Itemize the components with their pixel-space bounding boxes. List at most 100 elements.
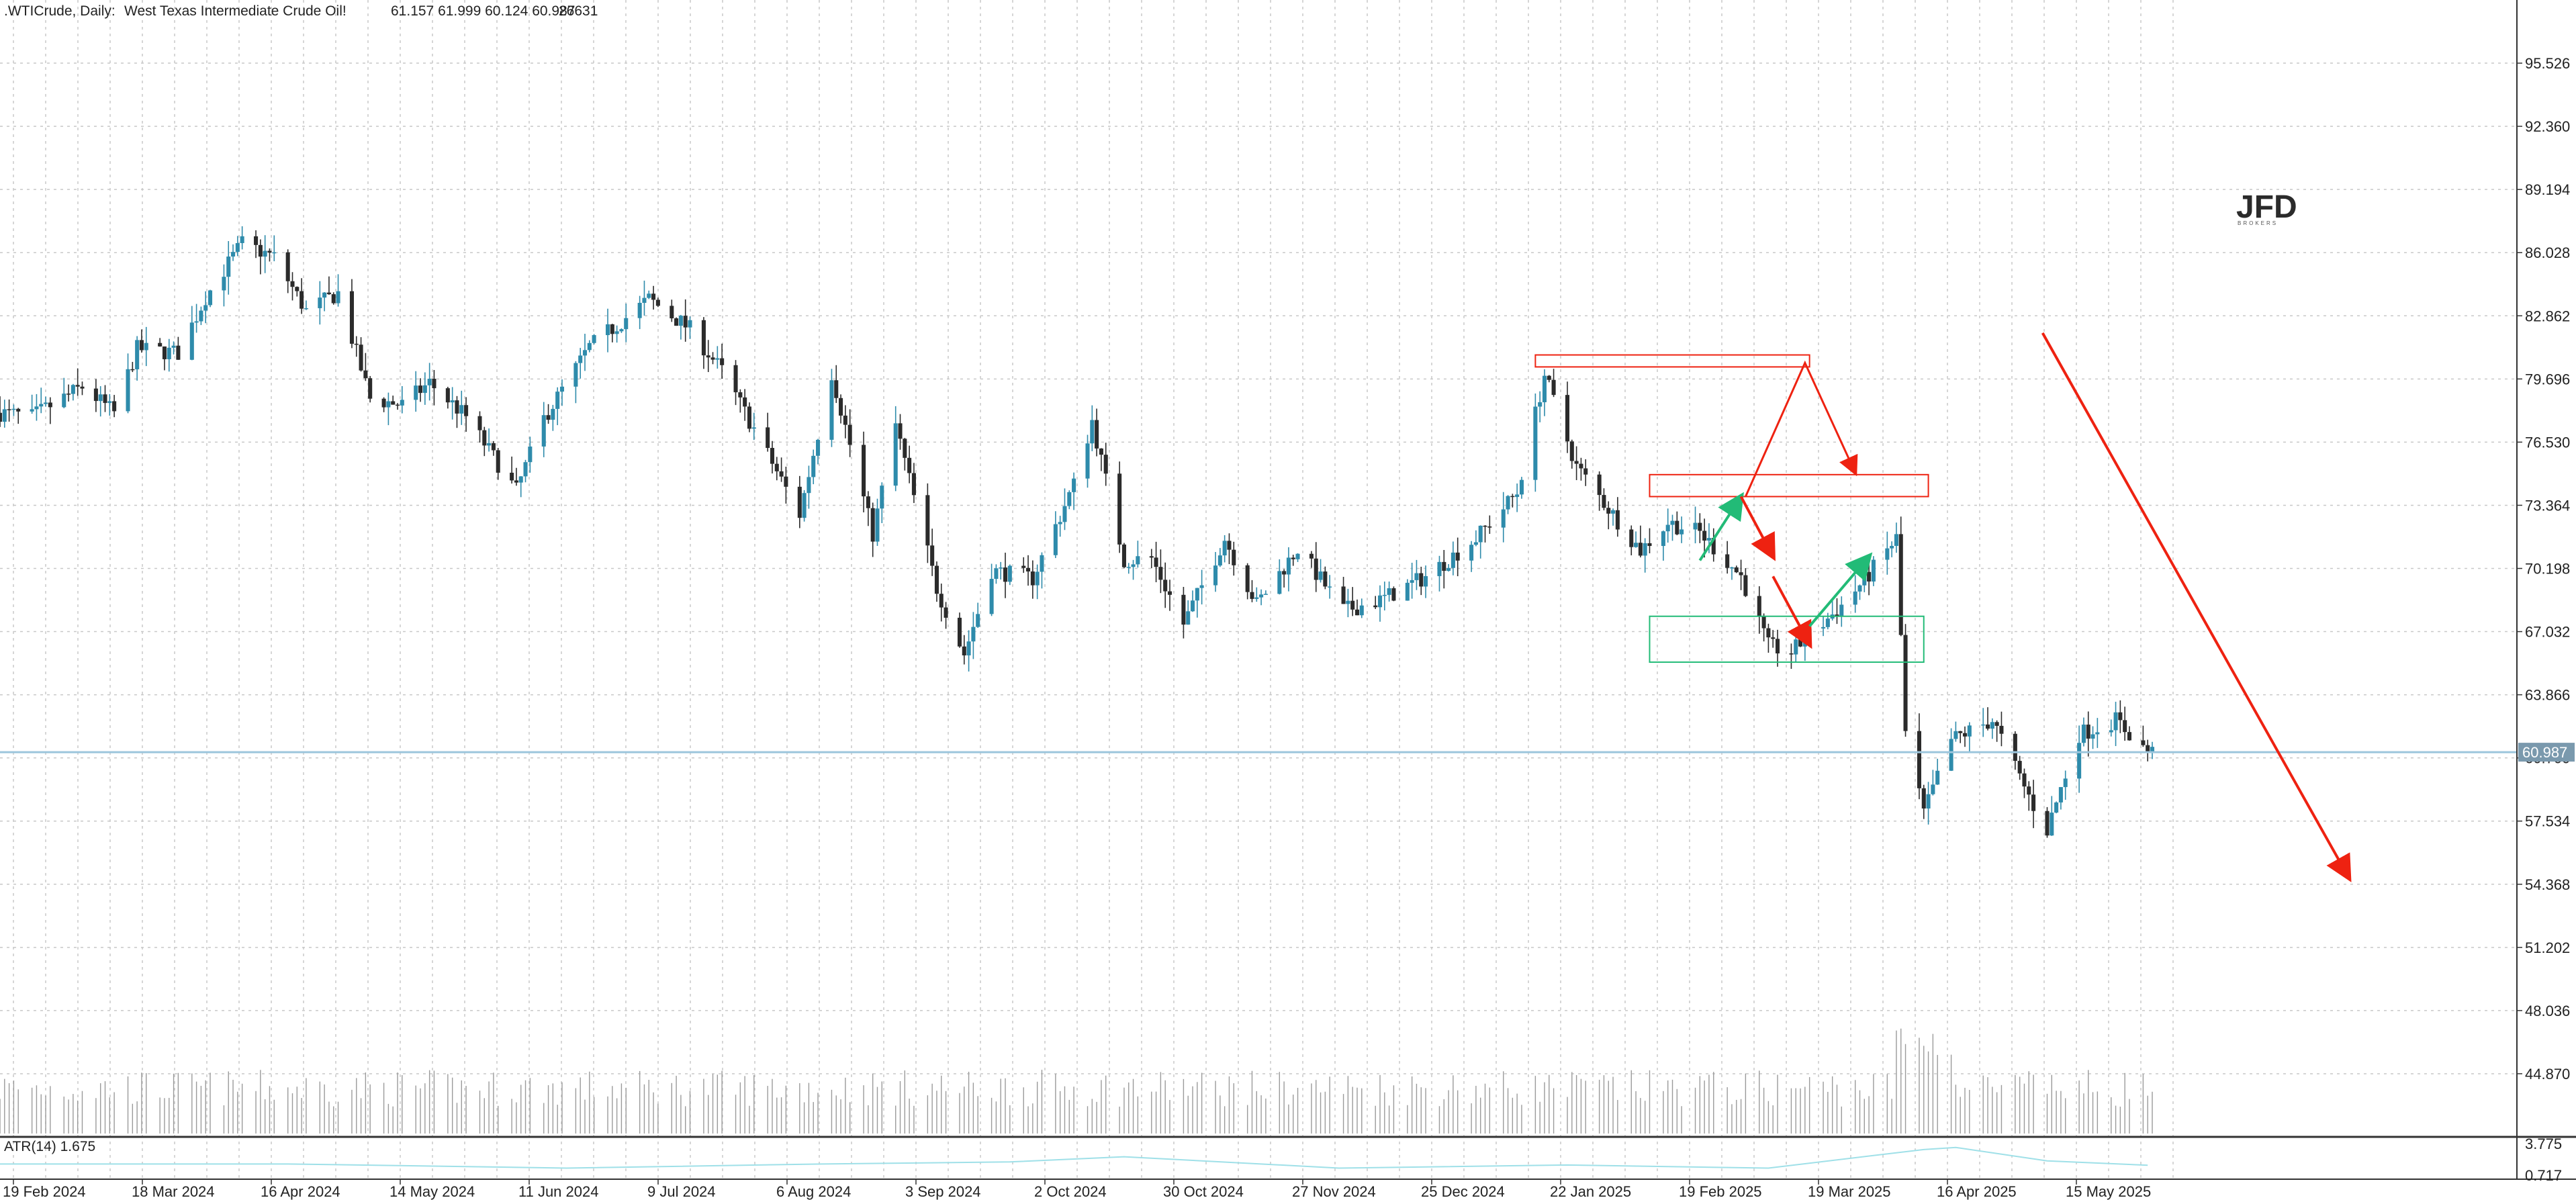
candle-body: [898, 423, 903, 439]
candle-body: [1981, 724, 1986, 726]
time-tick-label: 2 Oct 2024: [1034, 1183, 1107, 1200]
price-tick-label: 95.526: [2525, 55, 2570, 72]
candle-body: [1569, 441, 1574, 461]
candle-body: [939, 594, 944, 608]
time-tick-label: 9 Jul 2024: [647, 1183, 716, 1200]
candle-body: [1232, 549, 1236, 565]
candle-body: [957, 617, 962, 647]
candle-body: [2127, 732, 2132, 741]
candle-body: [1286, 557, 1291, 575]
candle-body: [162, 346, 167, 359]
candle-body: [112, 401, 117, 412]
candle-body: [199, 310, 203, 322]
candle-body: [642, 297, 647, 303]
candle-body: [1739, 572, 1743, 575]
candle-body: [459, 405, 464, 414]
candle-body: [1761, 616, 1766, 629]
trend-annotations[interactable]: [1534, 332, 2352, 882]
atr-line: [0, 1146, 2148, 1169]
candle-body: [710, 357, 715, 360]
candle-body: [573, 363, 578, 387]
candle-body: [582, 350, 588, 356]
candle-body: [2027, 786, 2031, 795]
candle-body: [263, 250, 267, 257]
jfd-logo: JFD BROKERS: [2236, 189, 2297, 226]
candle-body: [359, 344, 363, 371]
green-arrow-up: [1808, 552, 1873, 627]
candle-body: [450, 400, 455, 403]
red-resistance-box: [1534, 354, 1810, 368]
candle-body: [226, 257, 231, 277]
candle-body: [295, 287, 300, 291]
candle-body: [930, 545, 935, 566]
candle-body: [866, 496, 870, 508]
price-tick-label: 89.194: [2525, 181, 2570, 198]
candle-body: [1597, 474, 1602, 496]
candle-body: [1885, 548, 1890, 560]
candle-body: [1469, 545, 1474, 561]
candle-body: [1199, 585, 1204, 588]
candle-body: [678, 316, 683, 326]
candle-body: [1629, 529, 1634, 547]
candle-body: [1962, 733, 1968, 737]
time-tick-label: 18 Mar 2024: [132, 1183, 215, 1200]
candle-body: [1867, 571, 1872, 582]
candle-body: [1003, 567, 1008, 582]
candle-body: [1802, 642, 1807, 647]
candle-body: [1259, 594, 1264, 598]
candle-body: [1414, 573, 1419, 580]
candle-body: [811, 455, 816, 477]
candle-body: [386, 401, 391, 408]
candle-body: [103, 394, 107, 404]
time-tick-label: 27 Nov 2024: [1292, 1183, 1376, 1200]
candle-body: [203, 305, 208, 311]
atr-tick-label: 0.717: [2525, 1167, 2562, 1184]
candle-body: [1926, 794, 1931, 809]
candle-body: [1021, 565, 1026, 568]
candle-body: [670, 306, 674, 319]
candle-body: [688, 320, 692, 328]
candle-body: [98, 394, 103, 402]
candle-body: [1999, 725, 2004, 734]
candle-body: [2146, 745, 2150, 753]
candle-body: [587, 342, 592, 351]
candle-body: [510, 472, 514, 481]
volume-bars: [0, 1028, 2153, 1134]
time-tick-label: 6 Aug 2024: [776, 1183, 851, 1200]
candle-body: [1217, 555, 1222, 566]
candle-body: [1245, 565, 1250, 592]
candle-body: [976, 614, 980, 627]
candle-body: [491, 443, 496, 451]
price-tick-label: 86.028: [2525, 244, 2570, 261]
candle-body: [551, 408, 555, 420]
time-tick-label: 22 Jan 2025: [1550, 1183, 1631, 1200]
candle-body: [674, 318, 679, 326]
candle-body: [2113, 712, 2118, 731]
grid-lines: [0, 0, 2517, 1179]
candle-body: [514, 480, 518, 483]
candle-body: [1382, 594, 1387, 596]
candle-body: [1405, 582, 1410, 601]
projection-path: [1745, 360, 1858, 498]
candle-body: [1263, 594, 1268, 595]
candle-body: [1766, 628, 1771, 638]
candle-body: [847, 424, 852, 445]
candle-body: [1835, 614, 1839, 617]
candle-body: [1282, 571, 1287, 575]
candle-body: [1775, 639, 1780, 654]
candle-body: [528, 446, 533, 463]
candle-body: [1538, 402, 1543, 407]
candle-body: [706, 355, 710, 358]
candle-body: [797, 486, 802, 518]
candle-body: [1510, 496, 1515, 498]
candle-body: [2050, 813, 2054, 836]
candle-body: [2118, 712, 2123, 721]
candle-body: [1506, 496, 1510, 510]
candle-body: [518, 476, 523, 483]
candle-body: [875, 508, 880, 542]
candle-body: [962, 646, 966, 655]
candle-body: [1419, 573, 1424, 587]
candle-body: [1634, 543, 1639, 547]
